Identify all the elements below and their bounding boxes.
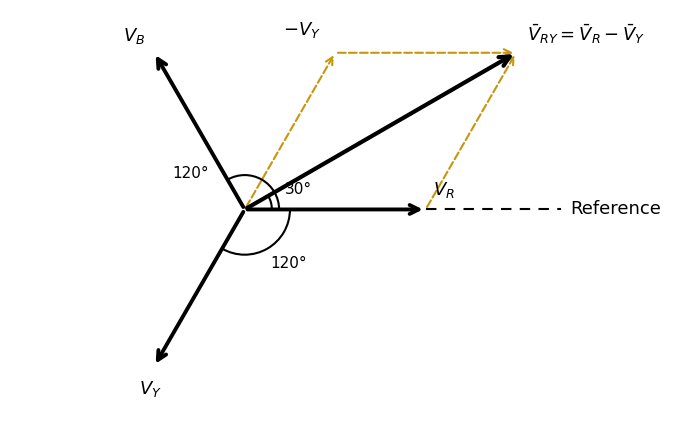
Text: 30°: 30°: [285, 182, 312, 197]
Text: $V_R$: $V_R$: [433, 180, 455, 201]
Text: Reference: Reference: [570, 201, 661, 218]
Text: $-V_Y$: $-V_Y$: [282, 20, 321, 40]
Text: $\bar{V}_{RY}$$ = \bar{V}_R - \bar{V}_Y$: $\bar{V}_{RY}$$ = \bar{V}_R - \bar{V}_Y$: [527, 22, 645, 45]
Text: $V_B$: $V_B$: [123, 25, 145, 45]
Text: 120°: 120°: [172, 166, 209, 181]
Text: 120°: 120°: [269, 256, 306, 271]
Text: $V_Y$: $V_Y$: [140, 379, 162, 399]
